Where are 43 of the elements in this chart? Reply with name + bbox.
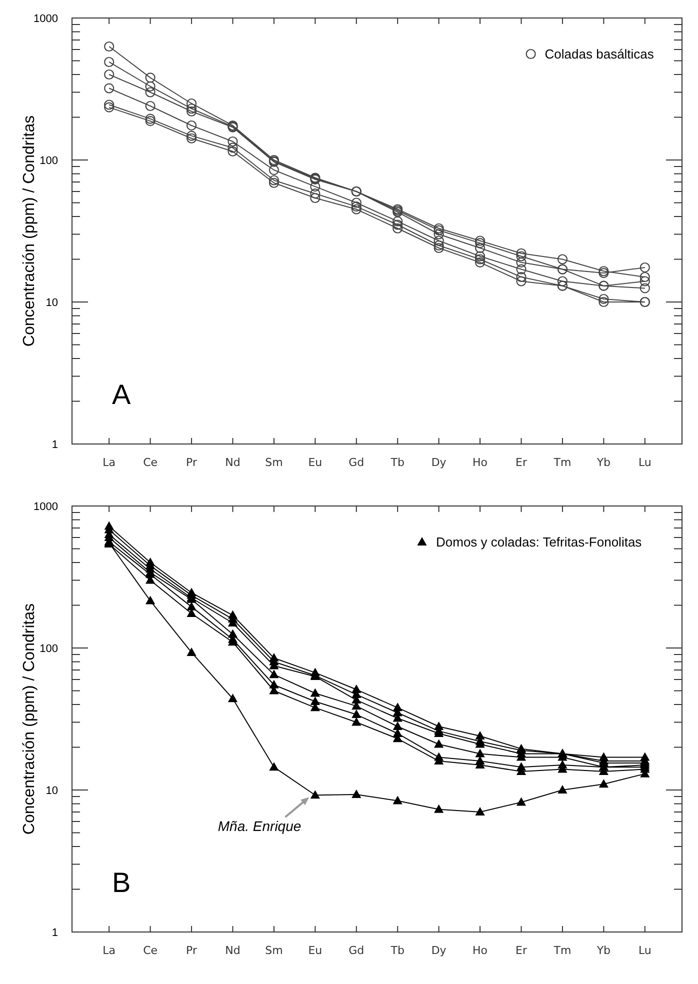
x-tick-label: Lu — [638, 456, 652, 469]
x-tick-label: Tm — [552, 944, 572, 957]
x-tick-label: Ho — [472, 944, 488, 957]
y-tick-label: 100 — [40, 642, 58, 655]
x-tick-label: Gd — [348, 944, 364, 957]
x-tick-label: Eu — [308, 944, 322, 957]
x-tick-label: Sm — [265, 944, 283, 957]
x-tick-label: Ce — [143, 456, 158, 469]
x-tick-label: Tm — [552, 456, 572, 469]
x-tick-label: Er — [516, 456, 528, 469]
y-tick-label: 1 — [52, 926, 58, 939]
x-tick-label: Eu — [308, 456, 322, 469]
x-tick-label: Ce — [143, 944, 158, 957]
x-tick-label: Er — [516, 944, 528, 957]
x-tick-label: Gd — [348, 456, 364, 469]
annotation: A — [112, 379, 131, 410]
y-axis-title: Concentración (ppm) / Condritas — [21, 115, 38, 347]
x-tick-label: Pr — [186, 456, 198, 469]
x-tick-label: Pr — [186, 944, 198, 957]
x-tick-label: La — [102, 456, 116, 469]
x-tick-label: La — [102, 944, 116, 957]
x-tick-label: Dy — [431, 944, 447, 957]
y-tick-label: 1 — [52, 438, 58, 451]
legend-label: Coladas basálticas — [544, 46, 654, 62]
y-axis-title: Concentración (ppm) / Condritas — [21, 603, 38, 835]
x-tick-label: Sm — [265, 456, 283, 469]
y-tick-label: 1000 — [34, 12, 58, 25]
x-tick-label: Lu — [638, 944, 652, 957]
y-tick-label: 1000 — [34, 500, 58, 513]
x-tick-label: Tb — [390, 944, 404, 957]
y-tick-label: 100 — [40, 154, 58, 167]
x-tick-label: Nd — [225, 456, 240, 469]
annotation: Mña. Enrique — [218, 818, 302, 834]
x-tick-label: Ho — [472, 456, 488, 469]
x-tick-label: Nd — [225, 944, 240, 957]
y-tick-label: 10 — [46, 784, 58, 797]
annotation: B — [112, 867, 131, 898]
legend-label: Domos y coladas: Tefritas-Fonolitas — [436, 534, 642, 550]
x-tick-label: Dy — [431, 456, 447, 469]
y-tick-label: 10 — [46, 296, 58, 309]
x-tick-label: Yb — [596, 456, 611, 469]
x-tick-label: Yb — [596, 944, 611, 957]
x-tick-label: Tb — [390, 456, 404, 469]
